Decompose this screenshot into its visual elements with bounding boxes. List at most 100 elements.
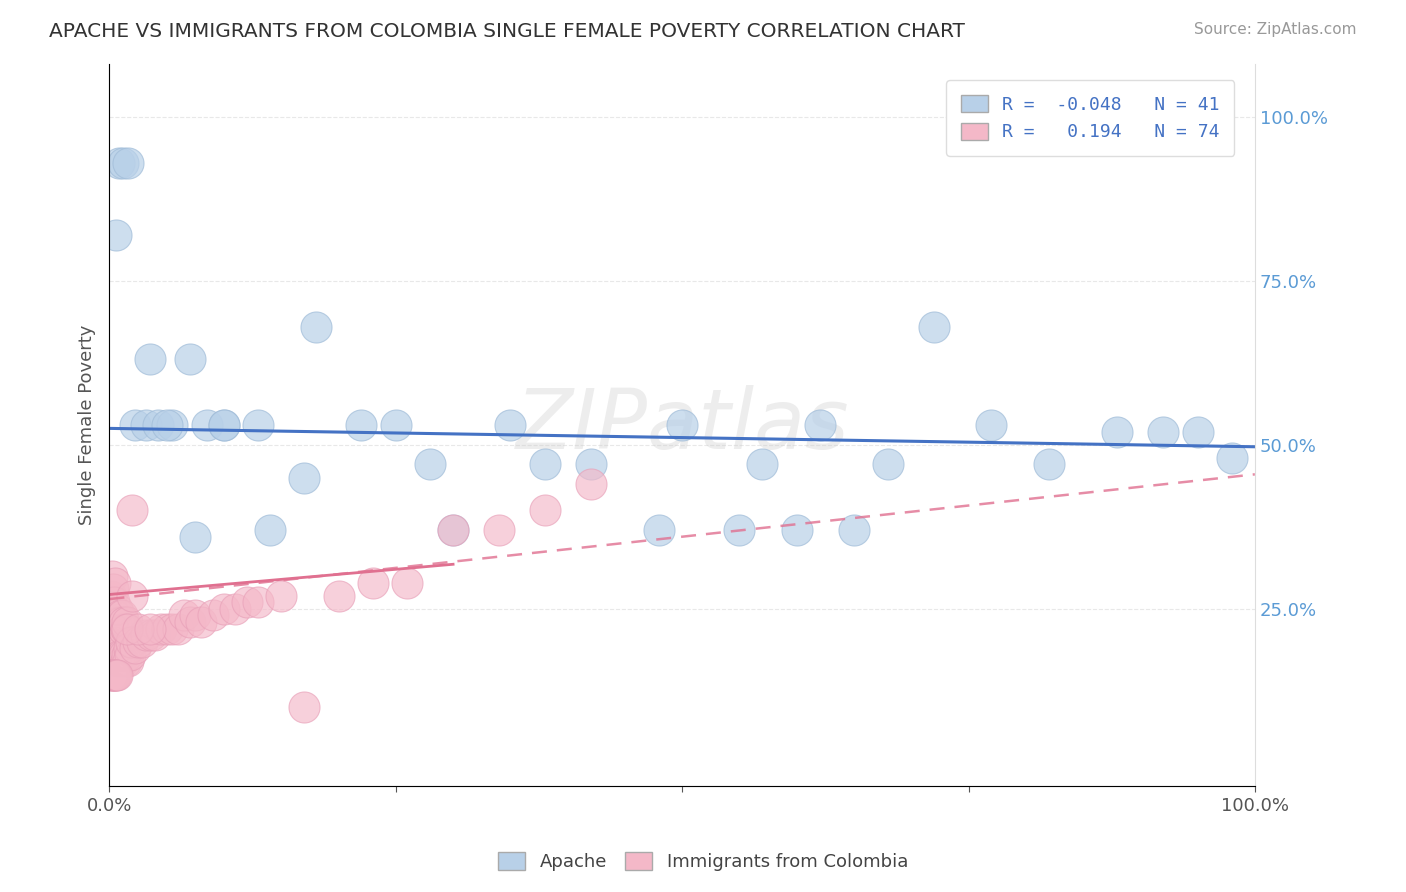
Point [1152,425,1174,439]
Point [108,648,131,662]
Point [184,608,207,623]
Point [135,418,157,433]
Point [107,602,129,616]
Point [120,634,142,648]
Point [671,418,693,433]
Point [124,418,146,433]
Point [107,655,129,669]
Point [173,608,195,623]
Point [127,622,149,636]
Point [350,418,373,433]
Point [105,615,128,629]
Point [167,622,190,636]
Point [112,155,135,169]
Point [247,595,270,609]
Point [104,667,127,681]
Point [138,352,160,367]
Point [361,575,384,590]
Point [112,648,135,662]
Point [103,667,125,681]
Point [304,319,326,334]
Point [648,523,671,537]
Point [101,582,124,597]
Point [139,628,162,642]
Point [184,530,207,544]
Point [201,608,224,623]
Point [112,622,135,636]
Point [103,595,125,609]
Point [100,589,122,603]
Point [100,569,122,583]
Point [195,418,218,433]
Point [162,418,184,433]
Point [107,615,129,629]
Point [292,700,315,714]
Point [121,589,143,603]
Point [118,641,141,656]
Point [441,523,464,537]
Point [808,418,831,433]
Legend: Apache, Immigrants from Colombia: Apache, Immigrants from Colombia [491,846,915,879]
Point [114,622,136,636]
Point [1187,425,1209,439]
Point [101,622,124,636]
Point [103,634,125,648]
Point [108,608,131,623]
Point [179,352,201,367]
Point [751,458,773,472]
Point [150,622,173,636]
Point [146,418,169,433]
Point [131,634,153,648]
Point [179,615,201,629]
Point [396,575,419,590]
Point [212,418,235,433]
Y-axis label: Single Female Poverty: Single Female Poverty [79,325,96,525]
Point [533,503,555,517]
Point [212,418,235,433]
Point [1220,450,1243,465]
Point [786,523,808,537]
Point [292,470,315,484]
Point [112,615,135,629]
Point [270,589,292,603]
Point [190,615,212,629]
Point [236,595,259,609]
Point [115,648,138,662]
Point [117,155,139,169]
Point [104,575,127,590]
Point [441,523,464,537]
Point [127,634,149,648]
Text: Source: ZipAtlas.com: Source: ZipAtlas.com [1194,22,1357,37]
Legend: R =  -0.048   N = 41, R =   0.194   N = 74: R = -0.048 N = 41, R = 0.194 N = 74 [946,80,1234,156]
Point [156,418,179,433]
Point [533,458,555,472]
Point [105,667,128,681]
Point [224,602,246,616]
Point [110,655,132,669]
Point [100,602,122,616]
Point [138,622,160,636]
Point [115,622,138,636]
Point [135,628,157,642]
Point [488,523,510,537]
Point [104,608,127,623]
Point [579,458,602,472]
Point [728,523,751,537]
Point [877,458,900,472]
Point [112,655,135,669]
Point [156,622,179,636]
Point [259,523,281,537]
Point [105,655,128,669]
Point [101,667,124,681]
Point [385,418,408,433]
Point [114,655,136,669]
Point [419,458,441,472]
Point [107,641,129,656]
Point [111,608,134,623]
Point [328,589,350,603]
Point [100,667,122,681]
Point [842,523,865,537]
Point [107,667,129,681]
Point [162,622,184,636]
Point [121,503,143,517]
